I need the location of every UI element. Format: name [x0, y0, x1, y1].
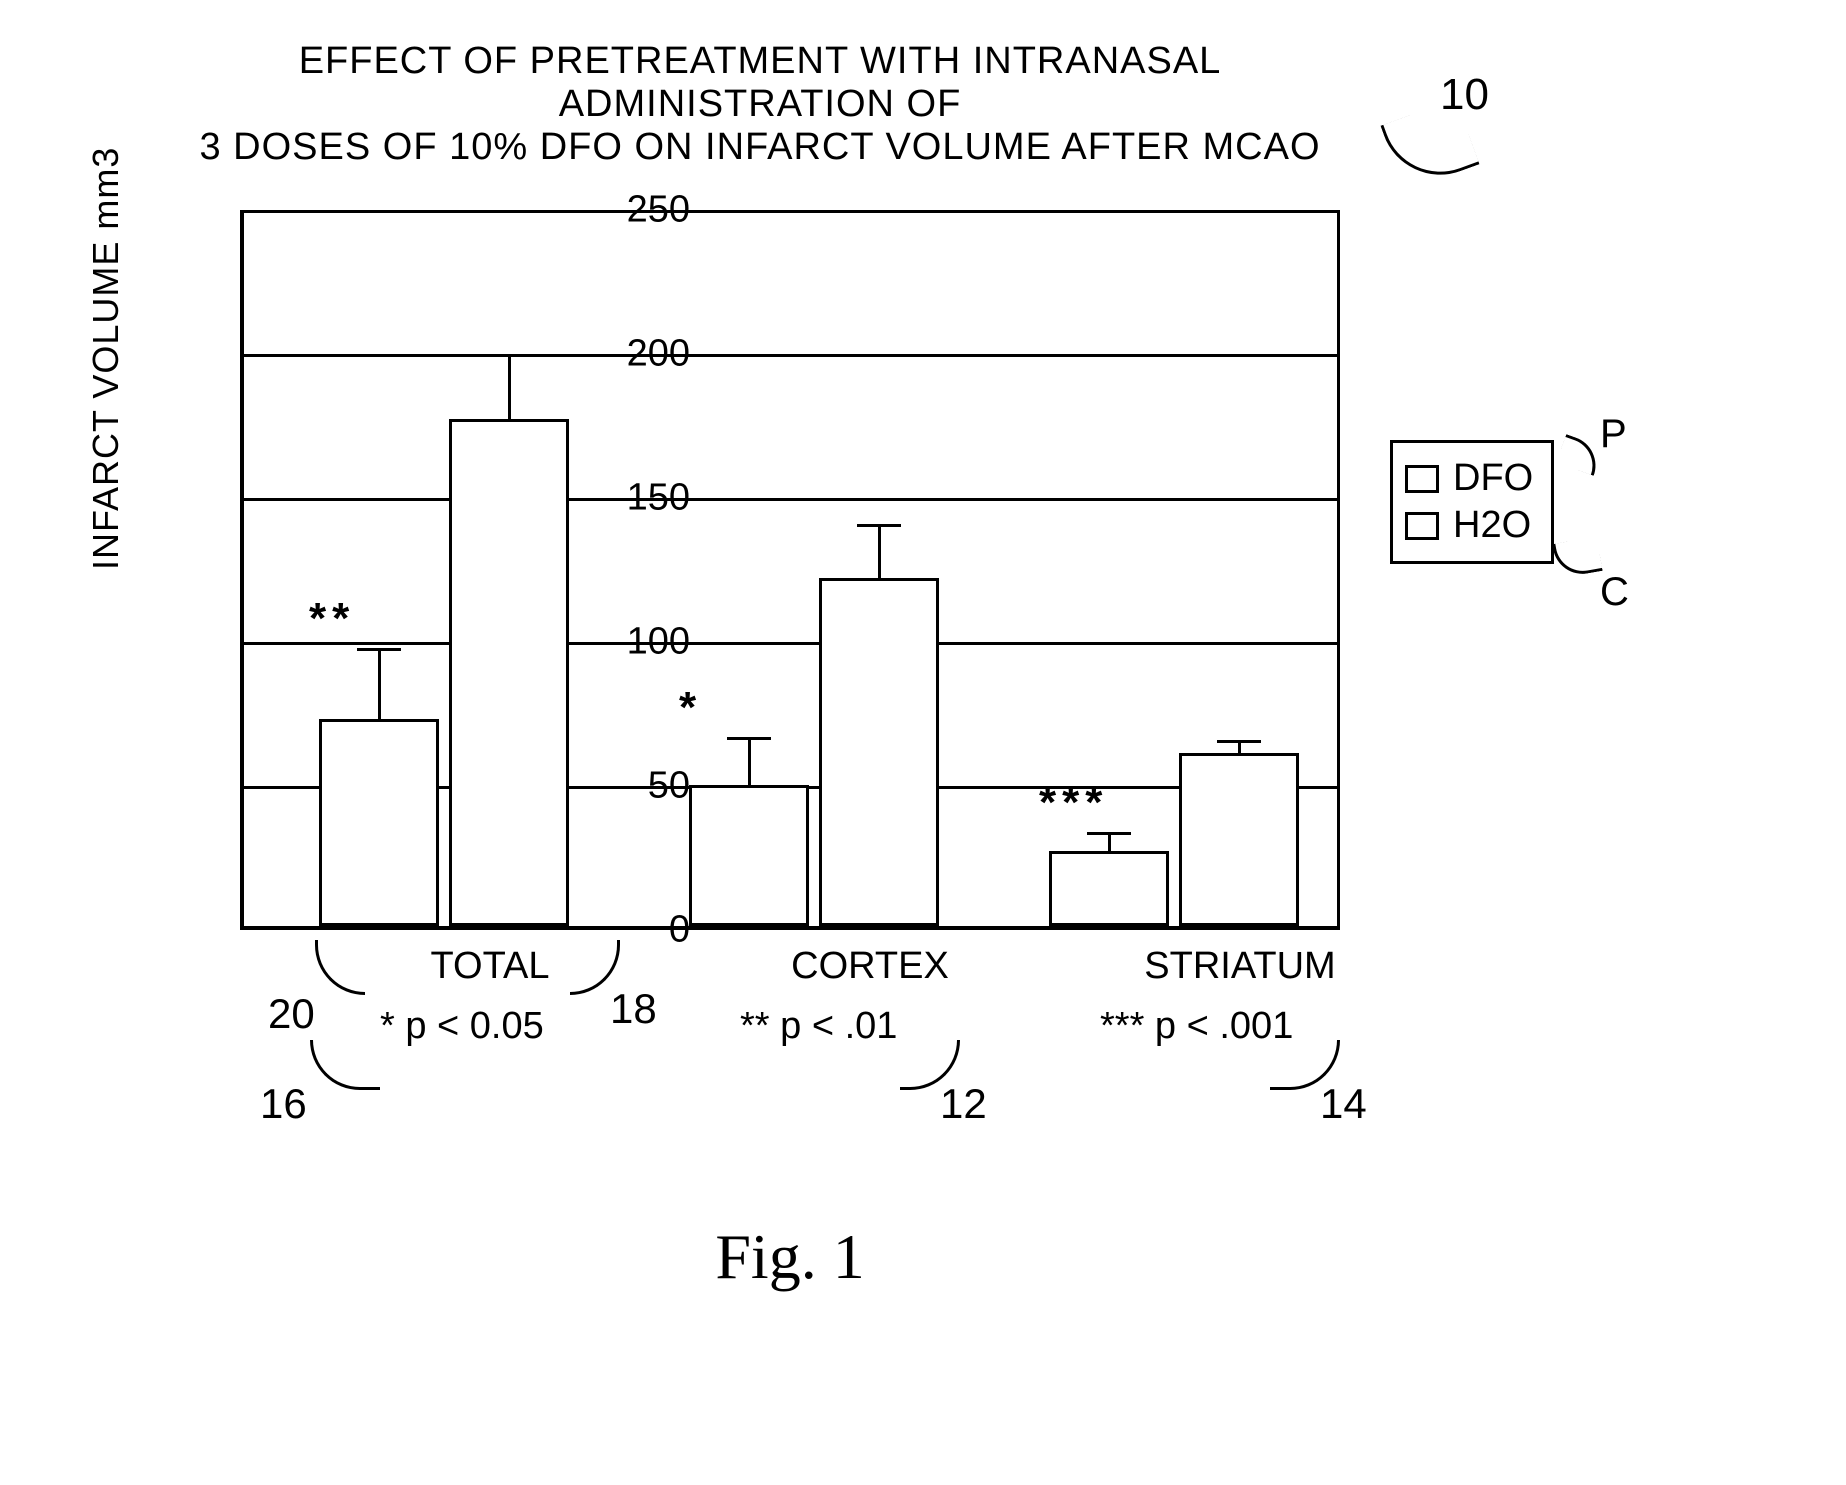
callout-14: 14 [1320, 1080, 1367, 1128]
p-note-2: ** p < .01 [740, 1005, 897, 1048]
legend-swatch-icon [1405, 465, 1439, 493]
significance-marker: *** [1039, 778, 1108, 828]
title-line-1: EFFECT OF PRETREATMENT WITH INTRANASAL A… [160, 40, 1360, 126]
lead-line-icon [315, 940, 365, 995]
lead-line-icon [1556, 434, 1604, 476]
p-note-3: *** p < .001 [1100, 1005, 1293, 1048]
callout-p-label: P [1600, 412, 1627, 456]
legend-swatch-icon [1405, 512, 1439, 540]
bar-dfo [319, 719, 439, 926]
bar-dfo [689, 785, 809, 926]
callout-c: C [1600, 570, 1629, 615]
callout-20: 20 [268, 990, 315, 1038]
y-tick-label: 150 [620, 477, 690, 520]
error-cap-icon [487, 354, 531, 357]
y-tick-label: 100 [620, 621, 690, 664]
chart-title: EFFECT OF PRETREATMENT WITH INTRANASAL A… [160, 40, 1360, 169]
error-bar-icon [878, 526, 881, 578]
x-label-striatum: STRIATUM [1120, 945, 1360, 988]
error-bar-icon [1108, 834, 1111, 851]
error-cap-icon [1217, 740, 1261, 743]
gridline [244, 642, 1340, 645]
figure: EFFECT OF PRETREATMENT WITH INTRANASAL A… [40, 40, 1800, 1440]
bar-h2o [1179, 753, 1299, 926]
error-cap-icon [1087, 832, 1131, 835]
callout-18: 18 [610, 985, 657, 1033]
error-cap-icon [857, 524, 901, 527]
gridline [244, 354, 1340, 357]
error-bar-icon [748, 739, 751, 785]
legend: DFO H2O [1390, 440, 1554, 564]
legend-label: DFO [1453, 457, 1533, 500]
legend-item-dfo: DFO [1405, 457, 1533, 500]
callout-12: 12 [940, 1080, 987, 1128]
gridline [244, 498, 1340, 501]
x-label-total: TOTAL [380, 945, 600, 988]
significance-marker: ** [309, 594, 355, 644]
error-bar-icon [508, 356, 511, 419]
error-bar-icon [378, 650, 381, 719]
error-cap-icon [727, 737, 771, 740]
callout-p: P [1600, 412, 1627, 457]
y-tick-label: 200 [620, 333, 690, 376]
bar-dfo [1049, 851, 1169, 926]
p-note-1: * p < 0.05 [380, 1005, 544, 1048]
gridline [244, 210, 1340, 213]
bar-h2o [819, 578, 939, 926]
callout-c-label: C [1600, 570, 1629, 614]
title-line-2: 3 DOSES OF 10% DFO ON INFARCT VOLUME AFT… [160, 126, 1360, 169]
error-bar-icon [1238, 742, 1241, 754]
legend-label: H2O [1453, 504, 1531, 547]
legend-item-h2o: H2O [1405, 504, 1533, 547]
y-tick-label: 250 [620, 189, 690, 232]
y-axis-label: INFARCT VOLUME mm3 [85, 147, 127, 570]
lead-line-icon [1552, 536, 1602, 578]
error-cap-icon [357, 648, 401, 651]
y-tick-label: 50 [620, 765, 690, 808]
figure-caption: Fig. 1 [40, 1220, 1540, 1294]
x-label-cortex: CORTEX [760, 945, 980, 988]
bar-h2o [449, 419, 569, 926]
callout-10: 10 [1440, 70, 1489, 120]
lead-line-icon [310, 1040, 380, 1090]
callout-16: 16 [260, 1080, 307, 1128]
y-tick-label: 0 [620, 909, 690, 952]
significance-marker: * [679, 683, 702, 733]
chart-plot-area: ****** [240, 210, 1340, 930]
